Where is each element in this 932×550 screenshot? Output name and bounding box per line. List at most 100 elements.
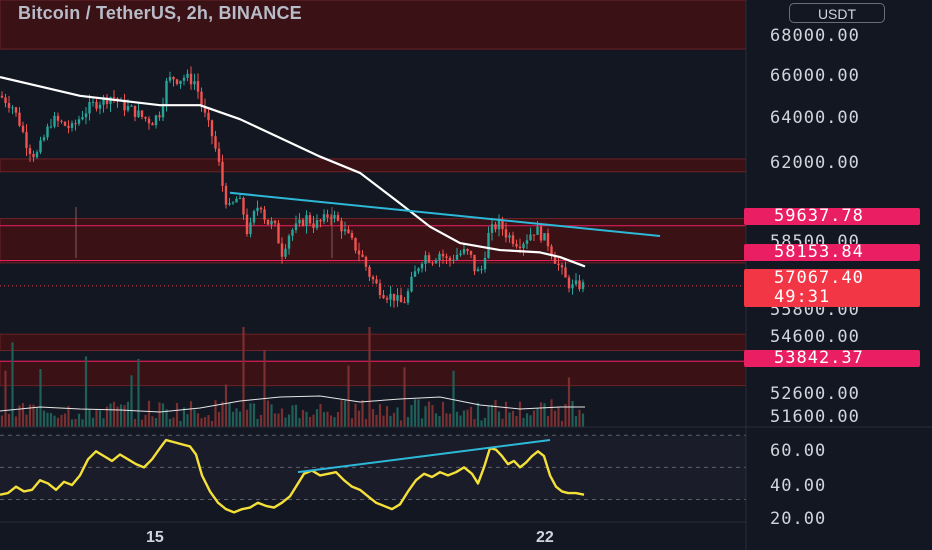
candle-body: [420, 263, 424, 269]
candle-body: [270, 220, 273, 225]
currency-selector-button[interactable]: USDT: [789, 3, 885, 23]
supply-demand-zone: [0, 360, 747, 387]
volume-bar: [511, 410, 515, 427]
candle-body: [210, 120, 214, 137]
candle-body: [235, 198, 238, 203]
candle-body: [371, 276, 375, 280]
volume-bar: [371, 409, 375, 427]
candle-body: [77, 119, 81, 124]
candle-body: [483, 258, 487, 270]
volume-bar: [189, 401, 193, 427]
candle-body: [25, 131, 28, 149]
volume-bar: [273, 413, 277, 427]
candle-body: [161, 103, 165, 118]
volume-bar: [49, 413, 53, 427]
candle-body: [511, 235, 515, 244]
volume-bar: [336, 411, 340, 427]
candle-body: [413, 271, 417, 277]
volume-bar: [525, 413, 529, 427]
candle-body: [525, 240, 529, 244]
volume-bar: [172, 417, 175, 427]
price-axis-label: 64000.00: [770, 108, 860, 128]
volume-bar: [298, 418, 301, 427]
volume-bar: [249, 403, 252, 427]
volume-bar: [203, 417, 207, 427]
candle-body: [214, 136, 217, 149]
volume-bar: [182, 407, 186, 427]
volume-bar: [354, 403, 357, 427]
candle-body: [11, 107, 14, 109]
candle-body: [137, 110, 140, 117]
volume-bar: [581, 413, 585, 427]
volume-bar: [532, 410, 536, 427]
volume-bar: [490, 404, 494, 427]
candle-body: [207, 112, 210, 121]
volume-bar: [347, 365, 350, 427]
candle-body: [175, 79, 179, 84]
candle-body: [546, 233, 550, 247]
volume-bar: [105, 406, 109, 427]
volume-bar: [109, 403, 112, 427]
supply-demand-zone: [0, 0, 747, 50]
volume-bar: [434, 413, 438, 427]
candle-body: [336, 215, 340, 221]
candle-body: [102, 97, 105, 105]
volume-bar: [438, 416, 441, 427]
candle-body: [56, 115, 60, 121]
volume-bar: [165, 409, 168, 427]
volume-bar: [224, 384, 228, 427]
candle-body: [480, 269, 483, 271]
volume-bar: [459, 415, 462, 427]
volume-bar: [518, 401, 522, 427]
candle-body: [424, 255, 427, 264]
volume-bar: [123, 405, 126, 427]
volume-bar: [501, 418, 504, 427]
candle-body: [95, 101, 98, 109]
candle-body: [553, 255, 557, 264]
candle-body: [273, 220, 277, 224]
candle-body: [452, 259, 455, 261]
candle-body: [490, 224, 494, 233]
volume-bar: [392, 412, 396, 427]
volume-bar: [60, 414, 63, 427]
candle-body: [574, 280, 578, 285]
volume-bar: [476, 402, 480, 427]
price-axis-label: 54600.00: [770, 327, 860, 347]
candle-body: [133, 105, 137, 117]
candle-body: [431, 262, 434, 264]
candle-body: [74, 123, 77, 125]
candle-body: [144, 116, 147, 119]
candle-body: [543, 233, 546, 241]
candle-body: [410, 276, 413, 292]
volume-bar: [301, 409, 305, 427]
volume-bar: [385, 406, 389, 427]
time-axis-label: 15: [146, 529, 164, 546]
candle-body: [312, 223, 315, 228]
rsi-divergence-trendline: [297, 439, 551, 474]
volume-bar: [329, 415, 333, 427]
volume-bar: [564, 404, 567, 427]
supply-demand-zone: [0, 158, 747, 173]
volume-bar: [95, 409, 98, 427]
candle-body: [7, 103, 11, 108]
price-axis-label: 68000.00: [770, 26, 860, 46]
candle-body: [417, 268, 420, 272]
volume-bar: [102, 418, 105, 427]
volume-bar: [70, 419, 74, 427]
candle-body: [179, 80, 182, 84]
candle-body: [98, 104, 102, 109]
candle-body: [445, 256, 448, 258]
volume-bar: [263, 349, 266, 427]
resistance-trendline: [229, 191, 661, 238]
volume-bar: [221, 401, 224, 427]
volume-bar: [277, 413, 280, 427]
candle-body: [354, 237, 357, 251]
volume-bar: [228, 402, 231, 427]
candle-body: [221, 161, 224, 186]
volume-bar: [63, 413, 67, 427]
volume-bar: [245, 409, 249, 427]
candle-body: [203, 106, 207, 113]
candle-body: [182, 77, 186, 81]
candle-body: [298, 219, 301, 224]
